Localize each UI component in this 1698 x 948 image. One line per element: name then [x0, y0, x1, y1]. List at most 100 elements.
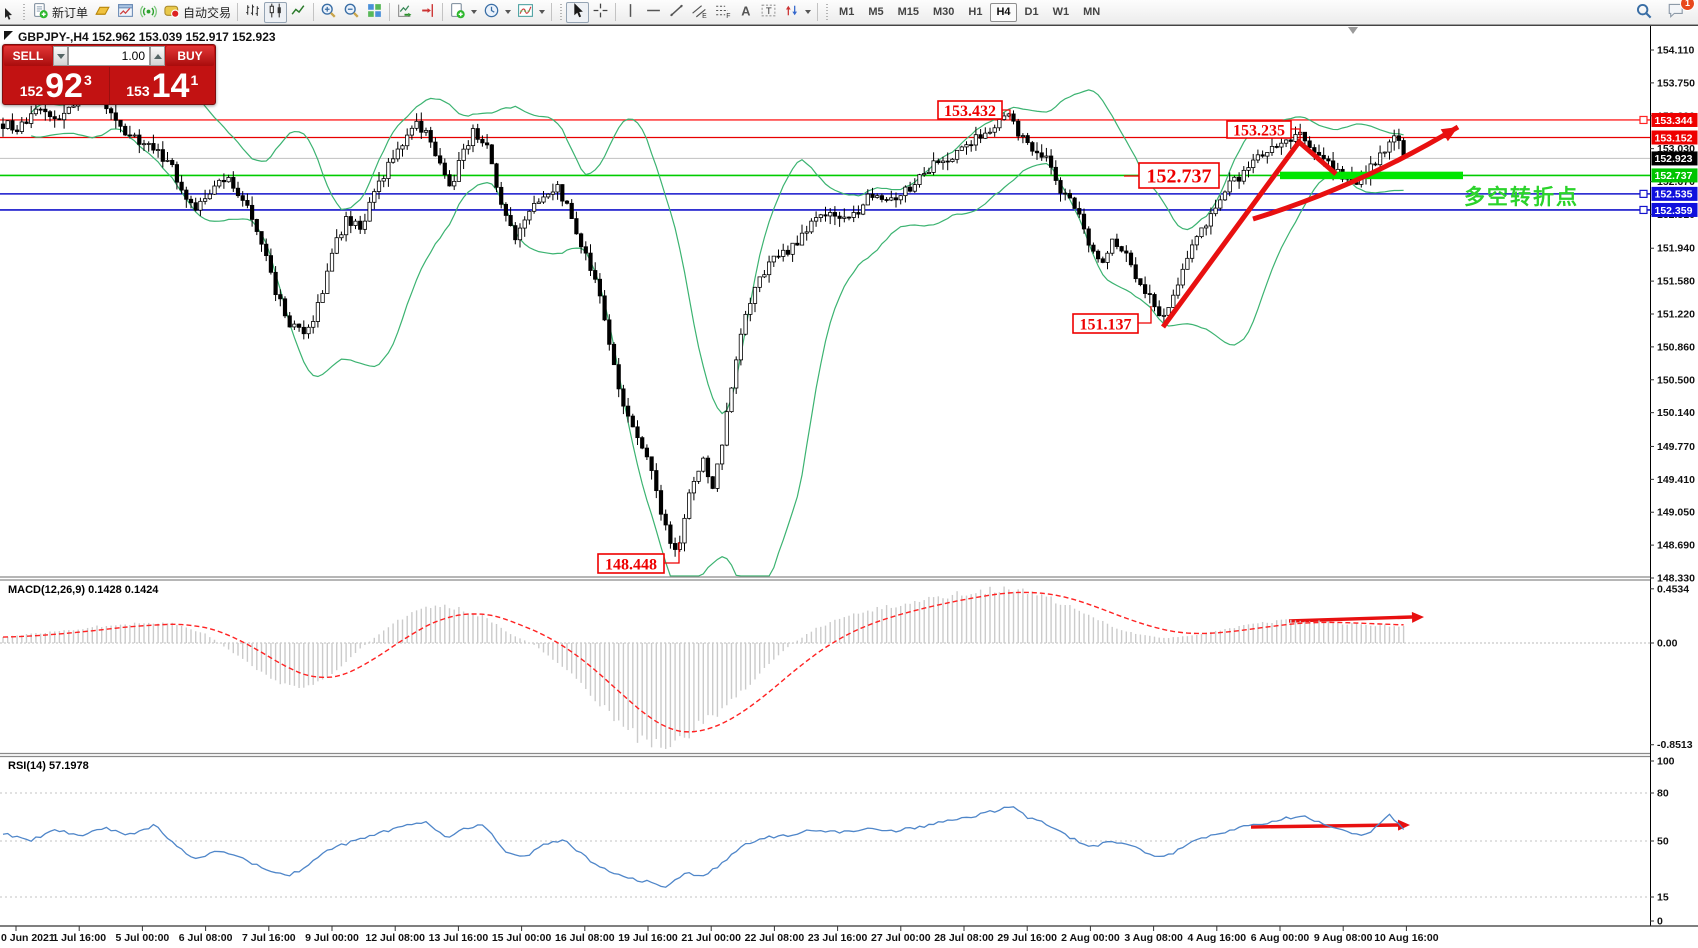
candlestick-chart-button[interactable] — [264, 1, 288, 23]
price-annotation-box[interactable] — [1072, 313, 1139, 334]
volume-decrease-button[interactable] — [53, 46, 68, 66]
auto-scroll-button[interactable] — [393, 2, 416, 23]
line-selection-handle[interactable] — [1639, 189, 1648, 198]
sell-price[interactable]: 152 92 3 — [3, 67, 110, 104]
buy-button[interactable]: BUY — [166, 46, 214, 66]
toolbar-grip[interactable] — [558, 4, 564, 20]
price-annotation-text: 152.737 — [1147, 166, 1212, 188]
zoom-out-button[interactable] — [340, 2, 363, 23]
line-selection-handle[interactable] — [1639, 205, 1648, 215]
new-chart-icon — [449, 2, 466, 22]
zoom-in-button[interactable] — [317, 2, 340, 23]
price-annotation-box[interactable] — [937, 100, 1003, 120]
trend-drawings[interactable] — [1160, 124, 1460, 831]
crosshair-icon — [592, 2, 609, 22]
rsi-axis-label: 15 — [1657, 892, 1669, 904]
time-tick-label: 7 Jul 16:00 — [242, 932, 296, 944]
timeframe-M15[interactable]: M15 — [892, 3, 925, 22]
profiles-button[interactable] — [91, 2, 114, 23]
buy-price[interactable]: 153 14 1 — [110, 67, 216, 104]
trend-zigzag[interactable] — [1160, 138, 1338, 329]
rsi-axis-label: 50 — [1657, 836, 1669, 848]
price-annotation-box[interactable] — [597, 553, 665, 574]
indicators-button[interactable] — [514, 2, 548, 23]
signal-icon — [140, 2, 157, 22]
price-annotation-box[interactable] — [1226, 120, 1292, 139]
time-tick-label: 22 Jul 08:00 — [745, 932, 805, 944]
sell-button[interactable]: SELL — [4, 46, 52, 66]
text-tool-button[interactable]: A — [734, 2, 757, 23]
pane-splitter[interactable] — [0, 576, 1698, 581]
signals-button[interactable] — [137, 2, 160, 23]
chart-title: GBPJPY-,H4 152.962 153.039 152.917 152.9… — [18, 30, 276, 44]
arrows-tool-button[interactable] — [780, 2, 814, 23]
channel-tool-button[interactable]: E — [688, 2, 711, 23]
volume-increase-button[interactable] — [150, 46, 165, 66]
text-label-tool-button[interactable]: T — [757, 2, 780, 23]
timeframe-MN[interactable]: MN — [1077, 3, 1106, 22]
autotrading-button[interactable]: 自动交易 — [160, 2, 234, 23]
timeframe-M30[interactable]: M30 — [927, 3, 960, 22]
fibonacci-tool-button[interactable]: F — [711, 2, 734, 23]
time-tick-label: 19 Jul 16:00 — [618, 932, 678, 944]
new-order-button[interactable]: 新订单 — [29, 2, 91, 23]
price-tick-label: 149.410 — [1657, 474, 1695, 486]
trend-arrow[interactable] — [1252, 124, 1460, 222]
timeframe-D1[interactable]: D1 — [1019, 3, 1045, 22]
bar-chart-button[interactable] — [241, 2, 264, 23]
timeframe-M1[interactable]: M1 — [833, 3, 860, 22]
price-annotation-box[interactable] — [1138, 162, 1220, 189]
notification-badge[interactable]: 1 — [1680, 0, 1695, 11]
one-click-panel-toggle[interactable] — [4, 31, 13, 40]
vertical-line-tool-button[interactable] — [619, 2, 642, 23]
search-button[interactable] — [1632, 2, 1656, 23]
price-badge — [1651, 130, 1698, 145]
toolbar-grip[interactable] — [21, 4, 26, 20]
time-tick-label: 3 Aug 08:00 — [1124, 932, 1183, 944]
line-chart-button[interactable] — [287, 2, 310, 23]
horizontal-line-tool-button[interactable] — [642, 2, 665, 23]
chart-shift-icon — [419, 2, 436, 22]
timeframe-M5[interactable]: M5 — [862, 3, 889, 22]
price-badge — [1651, 168, 1698, 183]
toolbar-separator — [237, 3, 239, 21]
horizontal-line-icon — [645, 2, 662, 22]
crosshair-tool-button[interactable] — [589, 2, 612, 23]
price-badge — [1651, 202, 1698, 217]
trendline-tool-button[interactable] — [665, 2, 688, 23]
market-watch-button[interactable] — [114, 2, 137, 23]
cursor-tool-button[interactable] — [566, 1, 590, 23]
price-axis[interactable]: 154.110153.750153.390153.030152.670152.3… — [1639, 26, 1698, 928]
pane-splitter[interactable] — [0, 752, 1698, 758]
periods-button[interactable] — [480, 2, 514, 23]
rsi_arrow[interactable] — [1250, 823, 1399, 829]
time-tick-label: 6 Jul 08:00 — [179, 932, 233, 944]
volume-input[interactable] — [68, 46, 150, 66]
rsi-line — [2, 806, 1405, 888]
time-tick-label: 12 Jul 08:00 — [365, 932, 425, 944]
auto-scroll-icon — [396, 2, 413, 22]
line-selection-handle[interactable] — [1639, 115, 1648, 125]
price-tick-label: 153.750 — [1657, 77, 1695, 89]
toolbar-separator — [313, 3, 315, 21]
market-watch-icon — [117, 2, 134, 22]
indicators-icon — [517, 2, 534, 22]
chart-shift-button[interactable] — [416, 2, 439, 23]
price-badge-label: 152.535 — [1655, 189, 1693, 201]
tile-windows-button[interactable] — [363, 2, 386, 23]
toolbar-grip[interactable] — [824, 4, 830, 20]
price-annotations[interactable]: 153.432 153.235 152.737 151.137 148.448 — [597, 100, 1301, 574]
vertical-line-icon — [622, 2, 639, 22]
new-chart-button[interactable] — [446, 2, 480, 23]
chart-note-text[interactable]: 多空转折点 — [1464, 186, 1579, 209]
line-chart-icon — [290, 2, 307, 22]
timeframe-H4[interactable]: H4 — [990, 2, 1017, 22]
timeframe-H1[interactable]: H1 — [962, 3, 988, 22]
chart-shift-marker[interactable] — [1348, 27, 1358, 34]
timeframe-W1[interactable]: W1 — [1047, 3, 1076, 22]
price-tick-label: 148.690 — [1657, 540, 1695, 552]
macd_arrow[interactable] — [1288, 615, 1413, 623]
price-annotation-text: 151.137 — [1080, 316, 1132, 333]
